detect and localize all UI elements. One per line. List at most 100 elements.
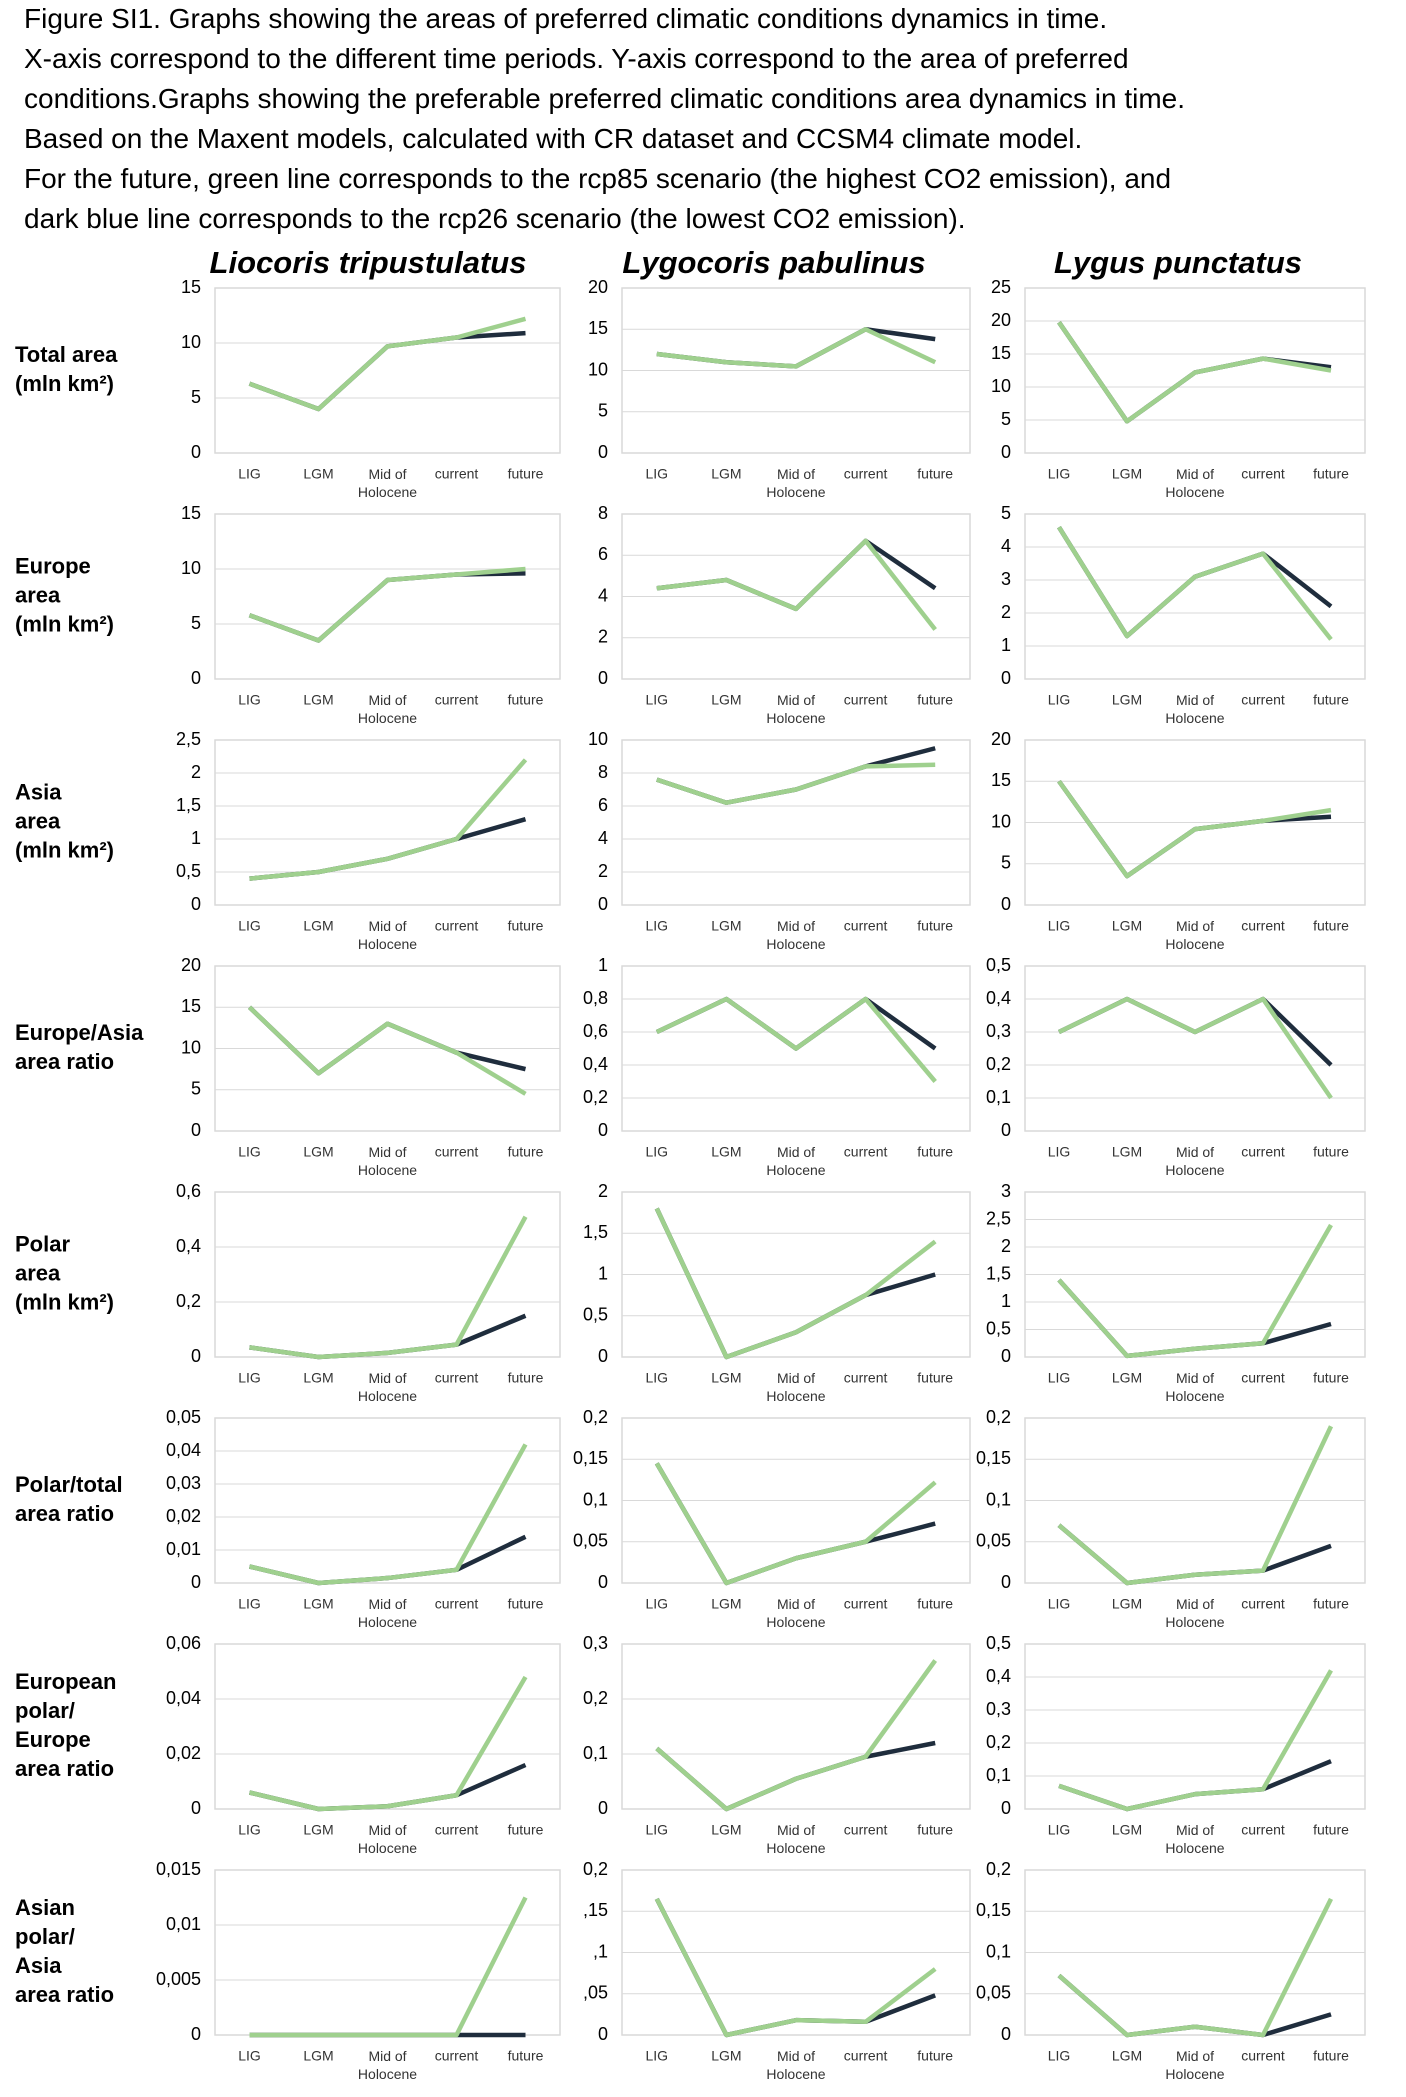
plot-border [1024,739,1366,906]
plot-border [214,1869,561,2036]
row-label: area [15,808,61,833]
series-line [249,1896,528,2038]
x-tick-label: LGM [303,1370,333,1386]
series-line [1057,1223,1333,1359]
x-tick-label: future [917,1596,953,1612]
row-label: Total area [15,342,118,367]
plot-border [214,739,561,906]
y-tick-label: 8 [598,503,608,523]
plot-border [621,965,971,1132]
row-label: area [15,582,61,607]
y-tick-label: 0,5 [986,955,1011,975]
y-tick-label: 0,005 [156,1969,201,1989]
y-tick-label: 1,5 [986,1263,1011,1283]
x-tick-label: Mid of Holocene [766,2048,825,2082]
y-tick-label: 0,02 [166,1506,201,1526]
x-tick-label: current [844,692,888,708]
row-label: area ratio [15,1049,114,1074]
y-tick-label: 0,2 [986,1054,1011,1074]
y-tick-label: 0,2 [583,1859,608,1879]
y-tick-label: 0 [191,1572,201,1592]
x-tick-label: future [508,692,544,708]
x-tick-label: LGM [303,918,333,934]
y-tick-label: 0 [1001,2024,1011,2044]
plot-border [1024,1643,1366,1810]
x-tick-label: LGM [711,692,741,708]
y-tick-label: 0,1 [583,1743,608,1763]
y-tick-label: 4 [598,585,608,605]
plot-border [214,287,561,454]
y-tick-label: 0,6 [176,1181,201,1201]
y-tick-label: 20 [181,955,201,975]
row-label: Asia [15,779,62,804]
y-tick-label: 0 [598,1120,608,1140]
x-tick-label: LIG [646,466,669,482]
x-tick-label: Mid of Holocene [766,918,825,952]
x-tick-label: Mid of Holocene [1165,1822,1224,1856]
series-line [1057,779,1332,879]
y-tick-label: 15 [991,343,1011,363]
x-tick-label: current [435,466,479,482]
y-tick-label: 15 [181,503,201,523]
y-tick-label: 0,6 [583,1021,608,1041]
y-tick-label: 0 [191,442,201,462]
y-tick-label: 10 [991,376,1011,396]
y-tick-label: 0 [598,1346,608,1366]
y-tick-label: 3 [1001,1181,1011,1201]
y-tick-label: 0,1 [986,1941,1011,1961]
y-tick-label: 10 [181,558,201,578]
x-tick-label: LIG [238,1370,261,1386]
x-tick-label: future [1313,1822,1349,1838]
x-tick-label: Mid of Holocene [766,1144,825,1178]
y-tick-label: 6 [598,795,608,815]
series-line [655,1740,936,1812]
x-tick-label: LIG [1048,1370,1071,1386]
y-tick-label: 0,01 [166,1539,201,1559]
y-tick-label: ,1 [593,1941,608,1961]
x-tick-label: current [844,918,888,934]
x-tick-label: current [1241,1596,1285,1612]
y-tick-label: 0,04 [166,1440,201,1460]
y-tick-label: 5 [191,613,201,633]
row-label: (mln km²) [15,1289,114,1314]
y-tick-label: 0,1 [583,1489,608,1509]
y-tick-label: 1,5 [583,1222,608,1242]
y-tick-label: 0 [1001,1572,1011,1592]
row-label: European [15,1669,116,1694]
x-tick-label: Mid of Holocene [766,1822,825,1856]
y-tick-label: 0,15 [573,1448,608,1468]
x-tick-label: Mid of Holocene [1165,918,1224,952]
y-tick-label: 10 [991,811,1011,831]
y-tick-label: 25 [991,277,1011,297]
y-tick-label: 5 [191,387,201,407]
caption-line: X-axis correspond to the different time … [24,43,1129,74]
x-tick-label: LIG [1048,1144,1071,1160]
y-tick-label: 2,5 [176,729,201,749]
plot-border [214,1643,561,1810]
column-title: Lygus punctatus [1054,245,1302,280]
y-tick-label: 0 [191,1120,201,1140]
x-tick-label: current [844,2048,888,2064]
series-line [655,1659,938,1812]
series-line [249,758,528,881]
x-tick-label: future [508,1144,544,1160]
y-tick-label: 5 [1001,853,1011,873]
series-line [1058,996,1333,1100]
y-tick-label: 0,4 [583,1054,608,1074]
row-label: Europe/Asia [15,1020,144,1045]
y-tick-label: 0 [1001,894,1011,914]
x-tick-label: Mid of Holocene [766,692,825,726]
y-tick-label: 0,4 [176,1236,201,1256]
y-tick-label: 0,1 [986,1489,1011,1509]
x-tick-label: current [435,1144,479,1160]
y-tick-label: 0,03 [166,1473,201,1493]
x-tick-label: current [435,1822,479,1838]
series-line [1057,321,1332,424]
x-tick-label: Mid of Holocene [358,2048,417,2082]
y-tick-label: 0 [191,1798,201,1818]
x-tick-label: Mid of Holocene [358,1370,417,1404]
x-tick-label: Mid of Holocene [358,466,417,500]
x-tick-label: current [435,1596,479,1612]
x-tick-label: current [844,1596,888,1612]
y-tick-label: 0,5 [986,1633,1011,1653]
